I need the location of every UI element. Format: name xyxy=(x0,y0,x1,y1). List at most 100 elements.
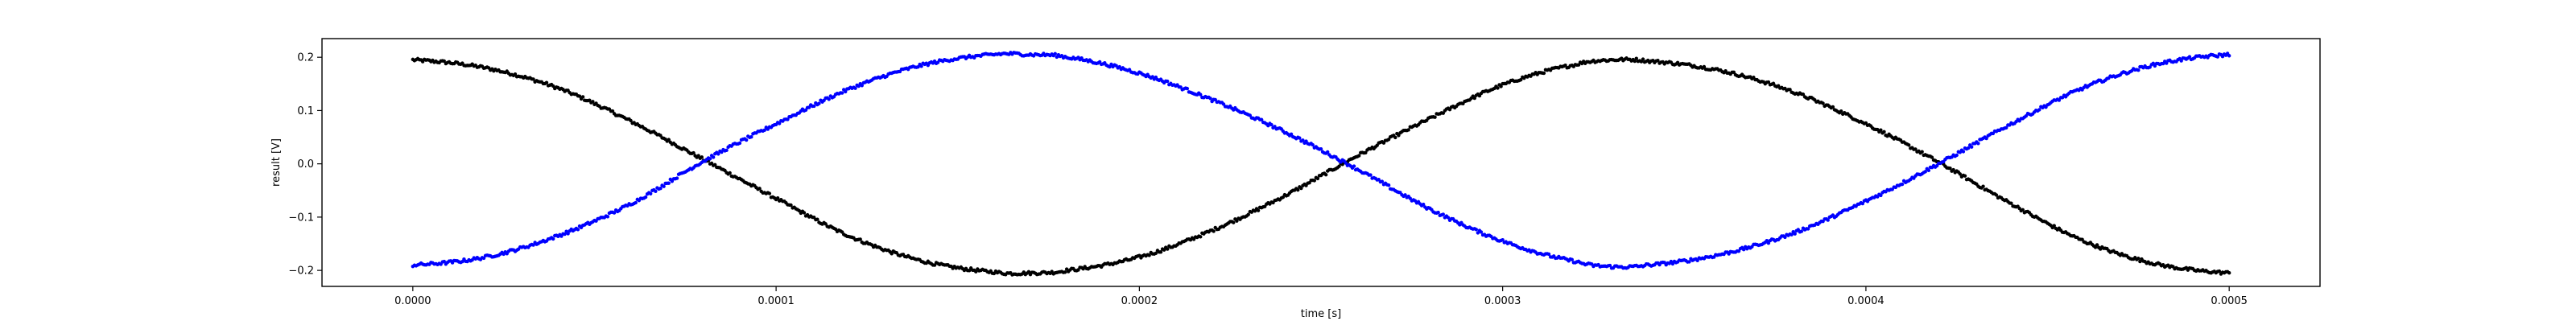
x-tick-label: 0.0001 xyxy=(758,295,795,307)
data-point xyxy=(643,195,648,200)
data-point xyxy=(1386,183,1391,187)
data-point xyxy=(649,191,653,195)
data-point xyxy=(531,77,535,81)
data-point xyxy=(1026,269,1031,274)
y-axis-label: result [V] xyxy=(270,138,283,187)
data-point xyxy=(1831,105,1835,109)
data-point xyxy=(1433,115,1437,119)
data-point xyxy=(1951,167,1955,172)
data-point xyxy=(1879,128,1883,132)
data-point xyxy=(708,157,712,161)
data-point xyxy=(563,232,567,237)
data-point xyxy=(1634,56,1638,60)
data-point xyxy=(919,64,923,68)
data-point xyxy=(1501,237,1505,242)
data-point xyxy=(2215,55,2220,59)
data-point xyxy=(1563,64,1567,68)
data-point xyxy=(1053,51,1057,56)
data-point xyxy=(2021,208,2025,212)
data-point xyxy=(2095,243,2099,247)
data-point xyxy=(728,171,732,175)
data-point xyxy=(1519,77,1523,82)
data-point xyxy=(1882,130,1886,134)
data-point xyxy=(1403,193,1407,197)
data-point xyxy=(629,118,633,123)
data-point xyxy=(1352,164,1356,168)
data-point xyxy=(724,148,729,153)
data-point xyxy=(1860,201,1865,206)
data-point xyxy=(1301,138,1305,142)
x-tick-label: 0.0004 xyxy=(1847,295,1885,307)
data-point xyxy=(858,237,862,241)
data-point xyxy=(591,100,595,104)
data-point xyxy=(1736,249,1741,253)
data-point xyxy=(1641,57,1645,61)
data-point xyxy=(1570,257,1574,261)
data-point xyxy=(1421,202,1426,207)
data-point xyxy=(1315,176,1320,181)
data-point xyxy=(786,117,790,121)
data-point xyxy=(789,203,793,208)
data-point xyxy=(2136,257,2140,261)
x-tick-label: 0.0000 xyxy=(394,295,431,307)
axes-frame xyxy=(321,38,2321,287)
data-point xyxy=(1368,173,1373,177)
data-point xyxy=(1364,150,1368,154)
data-point xyxy=(1913,147,1918,151)
data-point xyxy=(1147,253,1151,257)
data-point xyxy=(1955,153,1959,158)
data-point xyxy=(802,211,807,215)
data-point xyxy=(1496,86,1500,90)
plot-area xyxy=(411,51,2231,277)
data-point xyxy=(1963,174,1967,178)
data-point xyxy=(700,155,704,159)
data-point xyxy=(1447,107,1452,112)
data-point xyxy=(2151,61,2156,66)
data-point xyxy=(551,237,555,241)
data-point xyxy=(2057,98,2062,102)
data-point xyxy=(2165,61,2169,65)
data-point xyxy=(1397,134,1401,138)
y-tick-label: −0.2 xyxy=(288,265,314,278)
data-point xyxy=(1542,71,1546,76)
data-point xyxy=(1199,93,1203,97)
x-axis-label: time [s] xyxy=(1301,308,1341,320)
data-point xyxy=(1232,220,1236,224)
data-point xyxy=(1299,186,1303,191)
data-point xyxy=(1185,86,1190,91)
data-point xyxy=(827,97,831,101)
data-point xyxy=(974,269,978,274)
data-point xyxy=(749,134,753,139)
data-point xyxy=(1474,228,1479,232)
data-point xyxy=(1441,111,1445,115)
data-point xyxy=(1958,172,1963,176)
data-point xyxy=(853,86,857,90)
data-point xyxy=(1793,232,1797,236)
y-axis-ticks: −0.2 −0.1 0.0 0.1 0.2 xyxy=(288,52,322,278)
data-point xyxy=(1576,63,1581,67)
y-tick-label: 0.2 xyxy=(297,52,314,64)
data-point xyxy=(1108,64,1112,69)
data-point xyxy=(612,211,617,215)
data-point xyxy=(2004,125,2008,130)
data-point xyxy=(812,104,816,109)
data-point xyxy=(2037,108,2041,112)
data-point xyxy=(860,84,864,88)
data-point xyxy=(691,150,696,155)
data-point xyxy=(916,65,920,69)
data-point xyxy=(1981,184,1985,188)
data-point xyxy=(1907,143,1911,147)
data-point xyxy=(481,256,486,261)
data-point xyxy=(1208,97,1212,101)
data-point xyxy=(610,109,615,113)
data-point xyxy=(1296,187,1300,192)
data-point xyxy=(1117,64,1121,69)
data-point xyxy=(1741,247,1746,252)
data-point xyxy=(1356,154,1361,158)
data-point xyxy=(2227,54,2231,58)
y-tick-label: 0.0 xyxy=(297,158,314,171)
data-point xyxy=(1166,247,1170,251)
data-point xyxy=(1976,142,1980,146)
